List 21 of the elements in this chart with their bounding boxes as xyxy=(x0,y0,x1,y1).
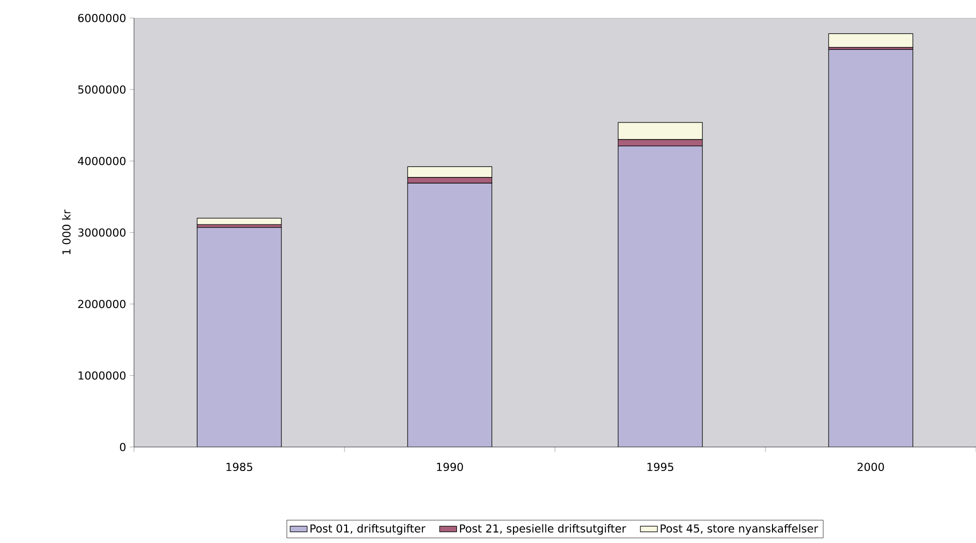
bar xyxy=(828,33,914,48)
y-tick-label: 0 xyxy=(120,442,126,452)
bar xyxy=(828,49,914,447)
bar xyxy=(197,227,282,447)
y-tick-label: 2000000 xyxy=(78,300,126,308)
legend-label: Post 01, driftsutgifter xyxy=(310,524,426,535)
legend-label: Post 21, spesielle driftsutgifter xyxy=(460,524,626,535)
y-tick-label: 1000000 xyxy=(78,371,126,380)
x-tick-label: 2000 xyxy=(858,462,884,472)
y-tick-label: 4000000 xyxy=(78,156,126,166)
bar xyxy=(618,146,702,447)
legend-label: Post 45, store nyanskaffelser xyxy=(660,524,818,535)
y-tick-label: 5000000 xyxy=(78,85,126,94)
bar xyxy=(196,218,282,225)
x-tick-label: 1990 xyxy=(437,462,463,472)
y-axis-title: 1 000 kr xyxy=(62,210,71,254)
y-tick-label: 3000000 xyxy=(78,228,126,237)
x-tick-label: 1985 xyxy=(226,462,252,472)
x-tick-label: 1995 xyxy=(648,462,674,472)
bar xyxy=(408,183,492,447)
y-tick-label: 6000000 xyxy=(78,14,126,22)
